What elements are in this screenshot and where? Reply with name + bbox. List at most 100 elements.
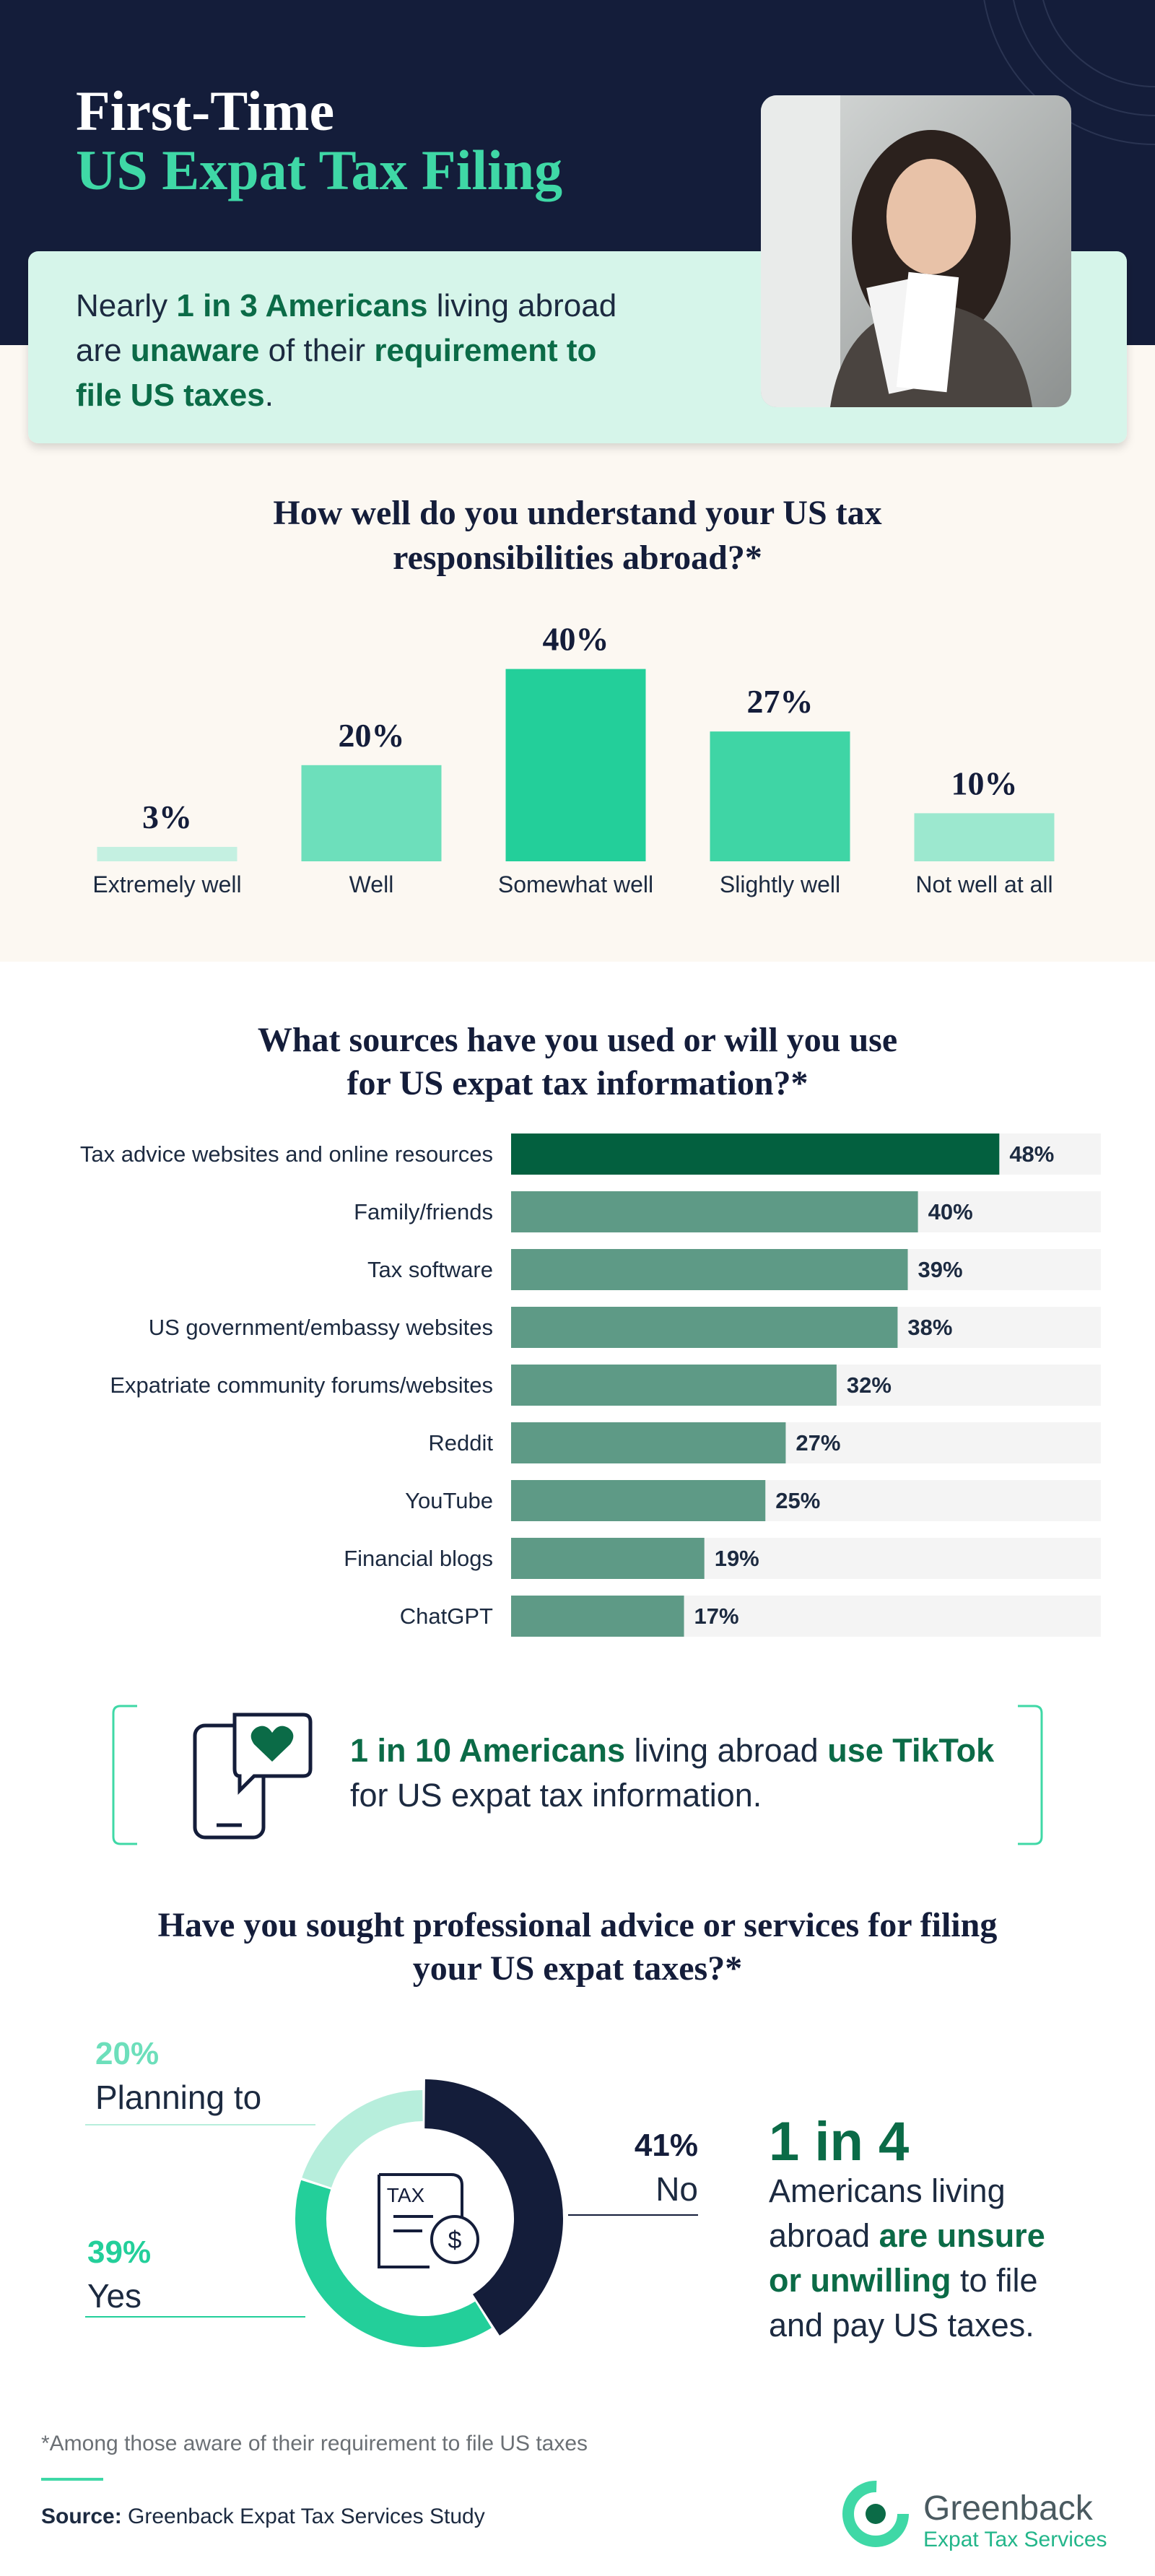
category-label: Slightly well (720, 871, 840, 897)
donut-segment (424, 2079, 564, 2336)
rich-text-line: 1 in 10 Americans living abroad use TikT… (350, 1732, 995, 1769)
value-label: 19% (715, 1546, 759, 1571)
value-label: 20% (339, 717, 405, 754)
bar (511, 1133, 1000, 1175)
category-label: No (655, 2170, 698, 2208)
stat-headline: 1 in 4 (769, 2111, 909, 2172)
rich-text-line: abroad are unsure (769, 2217, 1045, 2254)
value-label: 27% (796, 1430, 840, 1455)
value-label: 39% (918, 1257, 963, 1282)
rich-text-line: Nearly 1 in 3 Americans living abroad (76, 288, 616, 323)
logo-icon (842, 2481, 909, 2547)
bar (511, 1480, 766, 1521)
category-label: Tax advice websites and online resources (80, 1141, 493, 1167)
category-label: ChatGPT (400, 1604, 493, 1629)
icon-symbol: $ (448, 2227, 462, 2254)
page-title: First-Time (76, 79, 334, 142)
bold-text: use TikTok (827, 1732, 995, 1769)
category-label: Not well at all (915, 871, 1052, 897)
bold-text: file US taxes (76, 378, 265, 413)
text: and pay US taxes. (769, 2307, 1034, 2344)
photo (761, 95, 1071, 407)
text: for US expat tax information. (350, 1777, 762, 1814)
bar (97, 847, 237, 861)
bar (505, 669, 646, 861)
value-label: 20% (95, 2036, 159, 2071)
chart-title: for US expat tax information?* (346, 1064, 808, 1102)
text: are (76, 333, 131, 368)
chart-title: Have you sought professional advice or s… (158, 1906, 998, 1944)
category-label: Expatriate community forums/websites (110, 1372, 493, 1398)
bar (511, 1249, 908, 1290)
rich-text-line: for US expat tax information. (350, 1777, 762, 1814)
bracket-left (112, 1705, 137, 1845)
bar (914, 813, 1055, 861)
category-label: Family/friends (354, 1199, 493, 1224)
category-label: Somewhat well (498, 871, 653, 897)
category-label: US government/embassy websites (149, 1315, 493, 1340)
document (378, 2173, 463, 2268)
value-label: 38% (907, 1315, 952, 1340)
value-label: 41% (635, 2128, 698, 2163)
bold-text: unaware (131, 333, 260, 368)
value-label: 48% (1009, 1141, 1054, 1167)
category-label: Extremely well (92, 871, 241, 897)
category-label: Yes (87, 2277, 141, 2315)
bold-text: requirement to (374, 333, 596, 368)
bar (511, 1191, 918, 1232)
category-label: Tax software (367, 1257, 493, 1282)
value-label: 10% (951, 765, 1018, 801)
value-label: 40% (543, 621, 609, 658)
bar (511, 1365, 837, 1406)
text: living abroad (427, 288, 616, 323)
phone-icon (193, 1713, 313, 1840)
text: to file (951, 2262, 1037, 2299)
donut-segment (295, 2180, 492, 2348)
source: Source: Greenback Expat Tax Services Stu… (41, 2505, 485, 2528)
bold-text: or unwilling (769, 2262, 951, 2299)
bar (511, 1596, 684, 1637)
page-title: US Expat Tax Filing (76, 139, 562, 201)
text: Americans living (769, 2172, 1006, 2209)
value-label: 25% (775, 1488, 820, 1513)
bold-text: are unsure (879, 2217, 1045, 2254)
chart-title: How well do you understand your US tax (273, 494, 881, 532)
value-label: 17% (694, 1604, 739, 1629)
source-text: Greenback Expat Tax Services Study (122, 2505, 485, 2528)
value-label: 40% (928, 1199, 973, 1224)
logo-tagline: Expat Tax Services (923, 2528, 1107, 2551)
bracket-right (1018, 1705, 1043, 1845)
rich-text-line: Americans living (769, 2172, 1006, 2209)
bar (511, 1538, 705, 1579)
text: of their (259, 333, 374, 368)
value-label: 3% (142, 799, 192, 835)
category-label: YouTube (405, 1488, 493, 1513)
bar (511, 1307, 898, 1348)
value-label: 27% (747, 683, 814, 720)
category-label: Financial blogs (344, 1546, 493, 1571)
chart-title: responsibilities abroad?* (393, 539, 762, 577)
chart-title: What sources have you used or will you u… (258, 1021, 897, 1059)
bold-text: 1 in 10 Americans (350, 1732, 625, 1769)
value-label: 32% (847, 1372, 892, 1398)
icon-label: TAX (387, 2184, 425, 2206)
coin (430, 2215, 479, 2264)
text: Nearly (76, 288, 176, 323)
chart-title: your US expat taxes?* (413, 1949, 742, 1988)
text: abroad (769, 2217, 879, 2254)
bold-text: 1 in 3 Americans (176, 288, 427, 323)
bar (511, 1422, 786, 1463)
rich-text-line: or unwilling to file (769, 2262, 1038, 2299)
text: living abroad (625, 1732, 827, 1769)
tax-icon: TAX $ (378, 2173, 479, 2268)
value-label: 39% (87, 2235, 151, 2270)
bar (710, 731, 850, 861)
category-label: Planning to (95, 2079, 261, 2116)
category-label: Reddit (428, 1430, 493, 1455)
text: . (265, 378, 274, 413)
footnote: *Among those aware of their requirement … (41, 2432, 588, 2455)
rich-text-line: are unaware of their requirement to (76, 333, 596, 368)
